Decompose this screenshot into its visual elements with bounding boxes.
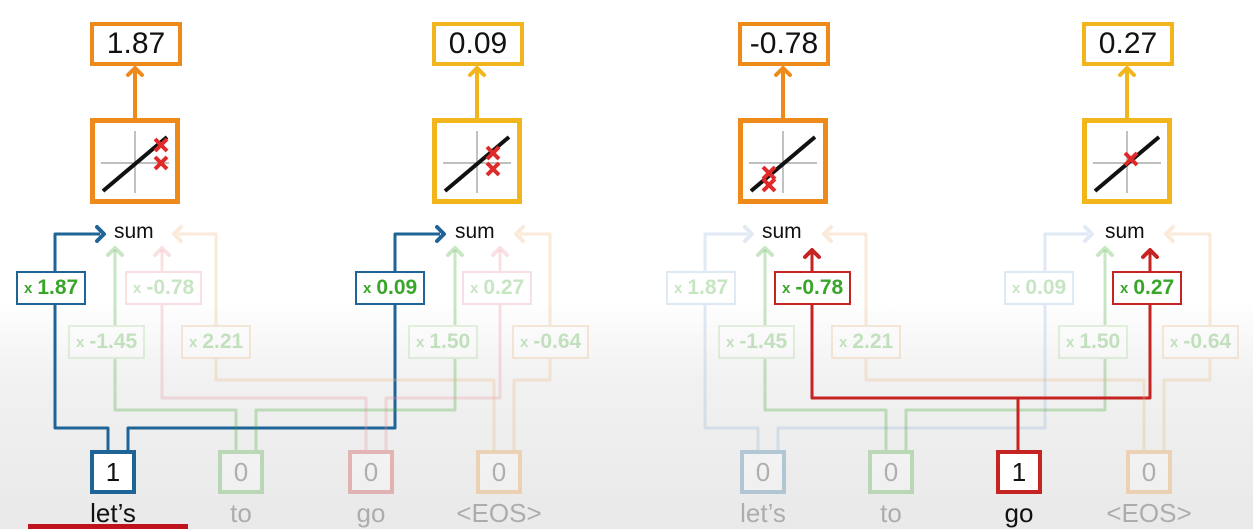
token-label: to	[880, 498, 902, 528]
arrow-icon	[756, 246, 774, 257]
wire	[384, 305, 502, 450]
wire	[512, 359, 552, 450]
wire	[393, 232, 440, 271]
wire	[1043, 232, 1088, 271]
arrow-icon	[153, 246, 171, 257]
arrow-icon	[743, 225, 754, 243]
weight-box: x 1.50	[408, 325, 479, 359]
x-mark-icon	[761, 165, 777, 193]
arrow-icon	[126, 66, 144, 77]
linear-activation-plot-icon	[90, 118, 180, 204]
wire	[1170, 232, 1212, 325]
input-box: 1	[996, 450, 1042, 494]
x-mark-icon	[153, 137, 169, 171]
weight-box: x 2.21	[181, 325, 252, 359]
wire	[904, 359, 1107, 450]
weight-box: x 2.21	[831, 325, 902, 359]
wire	[703, 305, 760, 450]
weight-box: x -1.45	[68, 325, 146, 359]
linear-activation-plot-icon	[1082, 118, 1172, 204]
output-box-1: -0.78	[738, 22, 830, 66]
token-label: go	[1004, 498, 1034, 528]
arrow-icon	[1096, 246, 1114, 257]
weight-box: x 0.27	[1112, 271, 1183, 305]
wire	[160, 305, 368, 450]
output-box-2: 0.09	[432, 22, 524, 66]
token-label: <EOS>	[456, 498, 542, 528]
weight-box: x -1.45	[718, 325, 796, 359]
arrow-icon	[1141, 248, 1159, 259]
arrow-icon	[1083, 225, 1094, 243]
output-box-1: 1.87	[90, 22, 182, 66]
progress-bar	[28, 524, 188, 529]
weight-box: x -0.78	[774, 271, 852, 305]
arrow-icon	[774, 66, 792, 77]
input-box: 0	[476, 450, 522, 494]
input-box: 0	[868, 450, 914, 494]
input-box: 0	[348, 450, 394, 494]
weight-box: x 0.09	[1004, 271, 1075, 305]
arrow-icon	[446, 246, 464, 257]
arrow-icon	[106, 246, 124, 257]
wire	[828, 232, 868, 325]
input-box: 0	[1126, 450, 1172, 494]
input-box: 0	[740, 450, 786, 494]
output-value: 0.09	[448, 27, 508, 60]
token-label: go	[356, 498, 386, 528]
wire	[1018, 305, 1152, 400]
sum-label: sum	[1105, 220, 1145, 243]
weight-box: x -0.64	[1162, 325, 1240, 359]
linear-activation-plot-icon	[738, 118, 828, 204]
wire	[53, 232, 100, 271]
wire	[864, 359, 1146, 450]
wire	[810, 305, 1020, 450]
arrow-icon	[95, 225, 106, 243]
wire	[703, 232, 748, 271]
weight-box: x -0.78	[125, 271, 203, 305]
arrow-icon	[172, 225, 183, 243]
output-box-2: 0.27	[1082, 22, 1174, 66]
token-label: to	[230, 498, 252, 528]
arrow-icon	[514, 225, 525, 243]
wire	[254, 359, 457, 450]
arrow-icon	[1164, 225, 1175, 243]
weight-box: x 1.87	[16, 271, 87, 305]
x-mark-icon	[1123, 151, 1139, 167]
weight-box: x 0.09	[355, 271, 426, 305]
arrow-icon	[491, 246, 509, 257]
weight-box: x 0.27	[462, 271, 533, 305]
arrow-icon	[1118, 66, 1136, 77]
wire	[178, 232, 218, 325]
token-label: <EOS>	[1106, 498, 1192, 528]
sum-label: sum	[455, 220, 495, 243]
input-box: 1	[90, 450, 136, 494]
input-box: 0	[218, 450, 264, 494]
arrow-icon	[468, 66, 486, 77]
weight-box: x 1.50	[1058, 325, 1129, 359]
wire	[776, 305, 1047, 450]
output-value: 1.87	[106, 27, 166, 60]
wire	[763, 359, 888, 450]
arrow-icon	[803, 248, 821, 259]
arrow-icon	[822, 225, 833, 243]
sum-label: sum	[114, 220, 154, 243]
weight-box: x 1.87	[666, 271, 737, 305]
sum-label: sum	[762, 220, 802, 243]
wire	[520, 232, 552, 325]
weight-box: x -0.64	[512, 325, 590, 359]
linear-activation-plot-icon	[432, 118, 522, 204]
wire	[214, 359, 496, 450]
wire	[113, 359, 238, 450]
arrow-icon	[435, 225, 446, 243]
wire	[1162, 359, 1212, 450]
wire	[53, 305, 110, 450]
output-value: 0.27	[1098, 27, 1158, 60]
wire	[126, 305, 397, 450]
token-label: let’s	[740, 498, 786, 528]
output-value: -0.78	[749, 27, 819, 60]
token-label: let’s	[90, 498, 136, 528]
x-mark-icon	[485, 145, 501, 177]
